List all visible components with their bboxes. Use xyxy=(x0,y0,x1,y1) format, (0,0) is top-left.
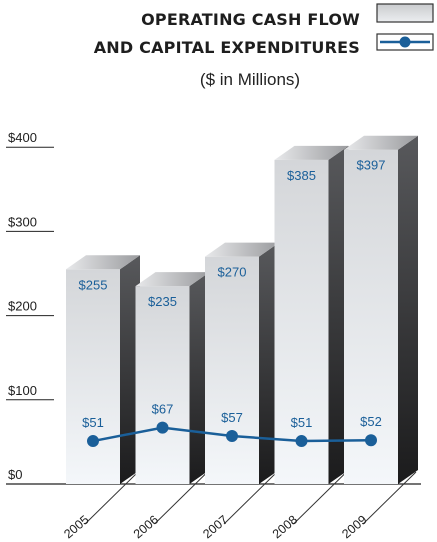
bar-2005: $255 2005 xyxy=(61,255,140,541)
legend-bar-swatch xyxy=(376,3,434,23)
x-tick-label: 2008 xyxy=(270,513,300,542)
bar-top xyxy=(205,242,279,257)
bar-top xyxy=(274,145,349,160)
chart-subtitle: ($ in Millions) xyxy=(199,70,301,89)
x-tick-leader xyxy=(362,471,417,525)
capex-value-label: $52 xyxy=(360,414,382,429)
x-tick-leader xyxy=(223,471,278,525)
bar-2007: $270 2007 xyxy=(200,242,279,542)
bar-top xyxy=(344,135,418,150)
bar-2008: $385 2008 xyxy=(270,145,349,542)
capex-value-label: $51 xyxy=(82,415,104,430)
bar-2006: $235 2006 xyxy=(131,272,210,541)
bar-value-label: $385 xyxy=(287,168,316,183)
x-tick-leader xyxy=(84,471,139,525)
capex-point xyxy=(87,435,99,448)
y-tick-label: $200 xyxy=(8,299,37,314)
bar-value-label: $235 xyxy=(148,294,177,309)
bar-side xyxy=(398,135,418,484)
capex-value-label: $57 xyxy=(221,410,243,425)
chart-title-line-1: OPERATING CASH FLOW xyxy=(141,10,360,29)
capex-value-label: $51 xyxy=(291,415,313,430)
bar-value-label: $270 xyxy=(218,265,247,280)
x-tick-label: 2007 xyxy=(200,513,230,542)
x-tick-label: 2006 xyxy=(131,513,161,542)
bar-side xyxy=(120,255,140,484)
bar-top xyxy=(135,272,210,287)
legend-line-marker xyxy=(399,36,411,48)
x-tick-label: 2005 xyxy=(61,513,91,542)
x-tick-leader xyxy=(154,471,208,525)
capex-point xyxy=(365,434,377,447)
legend xyxy=(376,3,434,51)
bar-front xyxy=(135,286,190,484)
y-tick-label: $100 xyxy=(8,383,37,398)
bar-side xyxy=(328,145,349,484)
bar-2009: $397 2009 xyxy=(339,135,418,542)
x-tick-leader xyxy=(293,471,347,525)
bar-value-label: $255 xyxy=(79,277,108,292)
bar-front xyxy=(205,256,259,484)
bar-value-label: $397 xyxy=(357,158,386,173)
bar-side xyxy=(259,242,279,484)
chart-title-line-2: AND CAPITAL EXPENDITURES xyxy=(93,38,360,57)
bar-top xyxy=(66,255,140,270)
y-tick-label: $0 xyxy=(8,467,22,482)
capex-point xyxy=(295,435,308,448)
x-tick-label: 2009 xyxy=(339,513,369,542)
capex-point xyxy=(226,430,238,443)
bar-front xyxy=(344,149,398,484)
bar-front xyxy=(66,269,120,484)
bar-front xyxy=(274,159,329,484)
capex-point xyxy=(156,421,169,434)
y-tick-label: $300 xyxy=(8,214,37,229)
capex-value-label: $67 xyxy=(152,402,174,417)
y-tick-label: $400 xyxy=(8,130,37,145)
